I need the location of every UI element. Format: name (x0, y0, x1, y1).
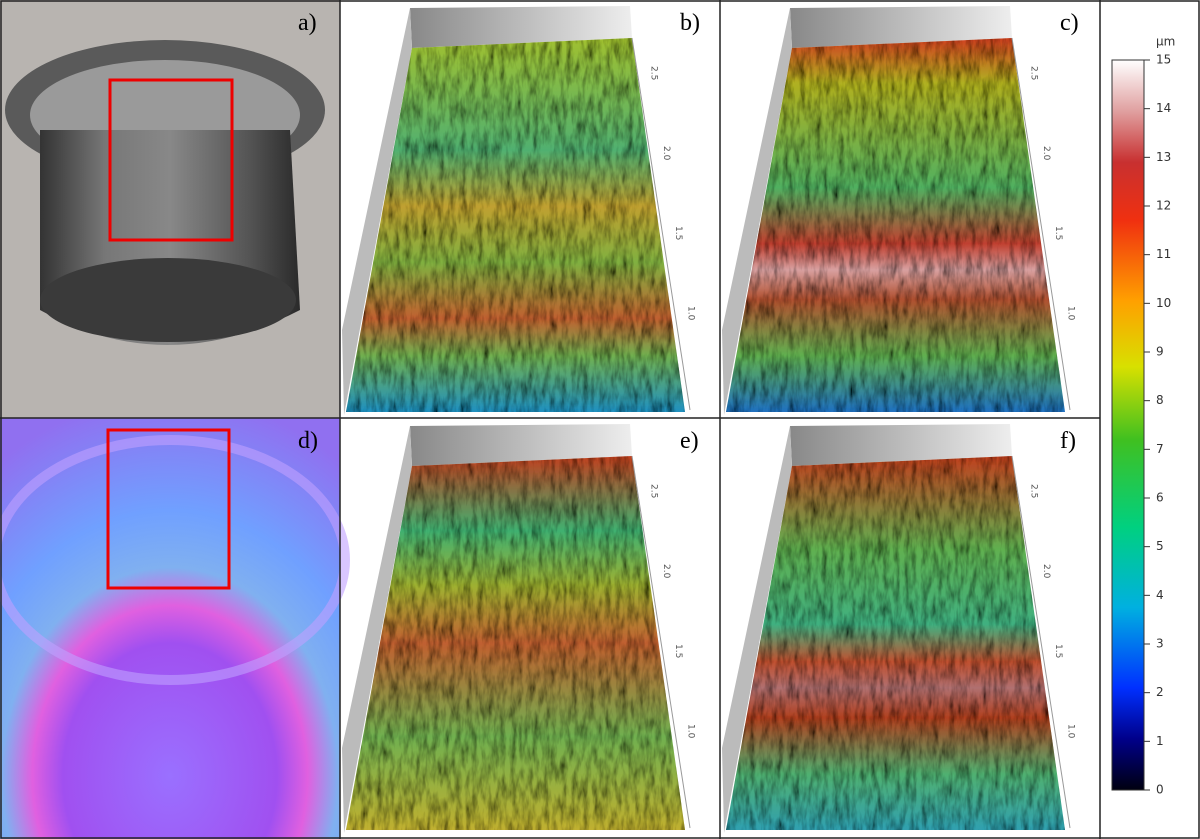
normal-map (0, 418, 340, 839)
surface-plot: 2.5 2.0 1.5 1.0 (722, 424, 1075, 833)
surface-plots: 2.52.01.51.02.52.01.51.02.52.01.51.02.52… (342, 6, 1075, 833)
axis-label: 1.5 (673, 644, 683, 658)
panel-label: f) (1060, 428, 1076, 454)
colorbar-tick-label: 9 (1156, 345, 1164, 359)
colorbar-tick-label: 3 (1156, 637, 1164, 651)
panel-label: b) (680, 10, 700, 36)
axis-label: 2.5 (649, 66, 659, 80)
region-box (106, 428, 231, 590)
colorbar-tick-label: 10 (1156, 296, 1171, 310)
rim-highlight (0, 435, 350, 685)
colorbar-tick-label: 8 (1156, 393, 1164, 407)
back-wall (410, 6, 632, 48)
colorbar-tick-label: 11 (1156, 247, 1171, 261)
axis-label: 2.0 (661, 146, 671, 161)
axis-label: 2.5 (649, 484, 659, 498)
colorbar-tick-label: 14 (1156, 101, 1171, 115)
colorbar-tick-label: 15 (1156, 53, 1171, 67)
colorbar-tick-label: 4 (1156, 588, 1164, 602)
surface (346, 456, 685, 830)
surface (726, 38, 1065, 412)
surface-plot: 2.5 2.0 1.5 1.0 (342, 424, 695, 833)
panel-a (0, 0, 340, 418)
axis-label: 1.5 (673, 226, 683, 240)
axis-label: 2.0 (1041, 146, 1051, 161)
back-wall (790, 424, 1012, 466)
colorbar-tick-label: 13 (1156, 150, 1171, 164)
surface-plot: 2.5 2.0 1.5 1.0 (722, 6, 1075, 415)
axis-label: 2.0 (1041, 564, 1051, 579)
axis-label: 1.5 (1053, 226, 1063, 240)
axis-edge (631, 37, 691, 411)
colorbar-tick-label: 6 (1156, 491, 1164, 505)
colorbar-tick-label: 0 (1156, 783, 1164, 797)
axis-label: 1.5 (1053, 644, 1063, 658)
panel-label: e) (680, 428, 699, 454)
colorbar-tick-label: 7 (1156, 442, 1164, 456)
side-wall (342, 8, 412, 415)
region-box (108, 78, 234, 242)
panel-d (0, 418, 350, 839)
axis-edge (631, 455, 691, 829)
axis-label: 1.0 (685, 306, 695, 321)
colorbar-tick-label: 12 (1156, 199, 1171, 213)
colorbar-gradient (1111, 59, 1145, 791)
axis-label: 1.0 (1065, 724, 1075, 739)
can-bottom (40, 258, 296, 342)
colorbar-unit: µm (1156, 35, 1175, 49)
axis-edge (1011, 37, 1071, 411)
side-wall (722, 426, 792, 833)
side-wall (342, 426, 412, 833)
colorbar-tick-label: 2 (1156, 685, 1164, 699)
axis-label: 1.0 (685, 724, 695, 739)
surface-plot: 2.5 2.0 1.5 1.0 (342, 6, 695, 415)
surface (726, 456, 1065, 830)
side-wall (722, 8, 792, 415)
back-wall (410, 424, 632, 466)
axis-edge (1011, 455, 1071, 829)
panel-label: a) (298, 10, 317, 36)
back-wall (790, 6, 1012, 48)
panel-label: d) (298, 428, 318, 454)
axis-label: 2.5 (1029, 66, 1039, 80)
colorbar-tick-label: 5 (1156, 539, 1164, 553)
axis-label: 2.0 (661, 564, 671, 579)
axis-label: 1.0 (1065, 306, 1075, 321)
panel-label: c) (1060, 10, 1079, 36)
colorbar-tick-label: 1 (1156, 734, 1164, 748)
surface (346, 38, 685, 412)
axis-label: 2.5 (1029, 484, 1039, 498)
